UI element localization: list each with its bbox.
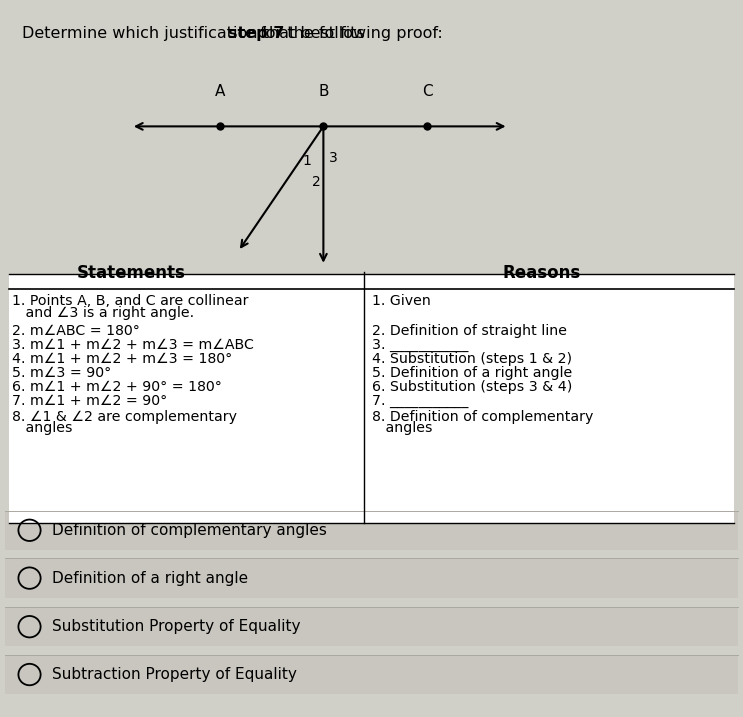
Text: and ∠3 is a right angle.: and ∠3 is a right angle. bbox=[12, 306, 194, 320]
Text: 7. ___________: 7. ___________ bbox=[372, 394, 468, 408]
Text: C: C bbox=[422, 84, 432, 99]
Text: 6. m∠1 + m∠2 + 90° = 180°: 6. m∠1 + m∠2 + 90° = 180° bbox=[12, 380, 221, 394]
Text: A: A bbox=[215, 84, 225, 99]
Text: step 7: step 7 bbox=[228, 26, 285, 41]
Text: 4. m∠1 + m∠2 + m∠3 = 180°: 4. m∠1 + m∠2 + m∠3 = 180° bbox=[12, 352, 232, 366]
Text: 5. Definition of a right angle: 5. Definition of a right angle bbox=[372, 366, 572, 379]
Text: Determine which justification that best fits: Determine which justification that best … bbox=[22, 26, 370, 41]
Text: Substitution Property of Equality: Substitution Property of Equality bbox=[52, 619, 300, 635]
Bar bbox=[5, 607, 738, 646]
Bar bbox=[5, 511, 738, 550]
Text: 1. Given: 1. Given bbox=[372, 293, 430, 308]
Text: Reasons: Reasons bbox=[502, 264, 581, 282]
Text: Definition of complementary angles: Definition of complementary angles bbox=[52, 523, 327, 538]
Text: for the following proof:: for the following proof: bbox=[256, 26, 443, 41]
Text: 2. m∠ABC = 180°: 2. m∠ABC = 180° bbox=[12, 323, 140, 338]
Text: 6. Substitution (steps 3 & 4): 6. Substitution (steps 3 & 4) bbox=[372, 380, 572, 394]
Text: Definition of a right angle: Definition of a right angle bbox=[52, 571, 248, 586]
Text: 5. m∠3 = 90°: 5. m∠3 = 90° bbox=[12, 366, 111, 379]
Bar bbox=[5, 655, 738, 694]
Text: Statements: Statements bbox=[77, 264, 185, 282]
Text: Subtraction Property of Equality: Subtraction Property of Equality bbox=[52, 667, 296, 682]
Text: 8. Definition of complementary: 8. Definition of complementary bbox=[372, 410, 593, 424]
Text: 4. Substitution (steps 1 & 2): 4. Substitution (steps 1 & 2) bbox=[372, 352, 571, 366]
Text: angles: angles bbox=[372, 422, 432, 435]
Text: 1: 1 bbox=[302, 153, 311, 168]
Text: B: B bbox=[318, 84, 328, 99]
Text: 7. m∠1 + m∠2 = 90°: 7. m∠1 + m∠2 = 90° bbox=[12, 394, 167, 408]
Text: angles: angles bbox=[12, 422, 72, 435]
Bar bbox=[5, 559, 738, 598]
Text: 1. Points A, B, and C are collinear: 1. Points A, B, and C are collinear bbox=[12, 293, 248, 308]
Text: 8. ∠1 & ∠2 are complementary: 8. ∠1 & ∠2 are complementary bbox=[12, 410, 237, 424]
Text: 3. ___________: 3. ___________ bbox=[372, 338, 468, 352]
Text: 3. m∠1 + m∠2 + m∠3 = m∠ABC: 3. m∠1 + m∠2 + m∠3 = m∠ABC bbox=[12, 338, 253, 352]
Text: 2: 2 bbox=[312, 175, 321, 189]
Bar bbox=[9, 274, 734, 523]
Text: 3: 3 bbox=[329, 151, 338, 166]
Text: 2. Definition of straight line: 2. Definition of straight line bbox=[372, 323, 566, 338]
